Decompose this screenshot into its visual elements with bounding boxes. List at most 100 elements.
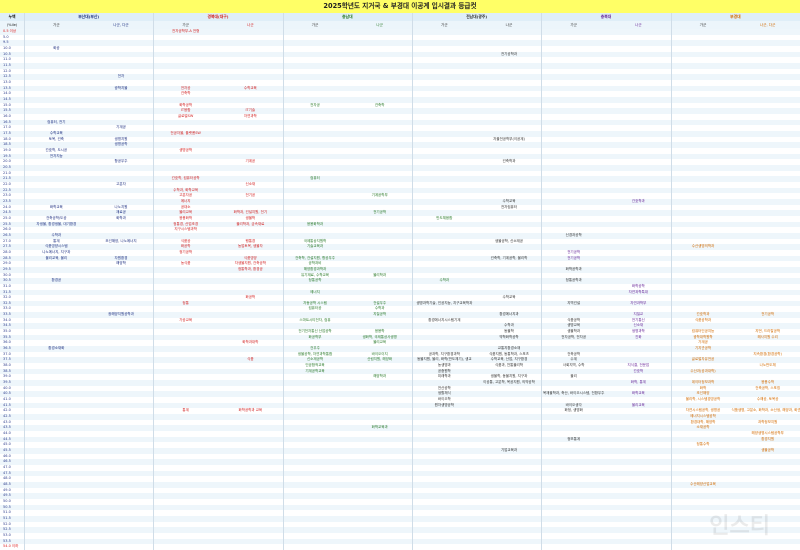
percentile-label: 40.5: [3, 391, 11, 396]
table-row: 51.5: [0, 516, 800, 522]
department-entry: 자율전공학부(이공계): [493, 136, 525, 141]
percentile-label: 21.0: [3, 170, 11, 175]
table-row: 25.5: [0, 221, 800, 228]
department-entry: 환경공: [51, 278, 62, 283]
table-row: 24.5: [0, 210, 800, 216]
percentile-label: 27.0: [3, 238, 11, 243]
department-entry: 공중원학: [437, 368, 451, 373]
department-entry: 전자공: [310, 102, 320, 107]
percentile-label: 50.0: [3, 499, 11, 504]
column-divider: [670, 13, 672, 550]
table-header: 누백 부산대(부산) 경북대(대구) 충남대 전남대(광주) 충북대 부경대 (%ile) 가…: [0, 13, 800, 29]
department-entry: 생명교육: [567, 323, 581, 328]
table-row: 36.0: [0, 340, 800, 347]
table-row: 50.5: [0, 504, 800, 511]
table-row: 22.5: [0, 187, 800, 194]
department-entry: 자원환경: [114, 255, 128, 260]
department-entry: 건축학, 건설지원, 항공우주: [295, 255, 335, 260]
table-row: 38.5: [0, 368, 800, 375]
department-entry: 화정, 생명화: [564, 408, 583, 413]
department-entry: 생물공학, 자연과학통합: [297, 351, 333, 356]
percentile-label: 23.0: [3, 193, 11, 198]
department-entry: 생물학: [245, 215, 256, 220]
table-row: 42.0: [0, 408, 800, 415]
department-entry: 나노에너지, 지구과: [42, 249, 71, 254]
department-entry: 에너지: [180, 198, 191, 203]
table-row: 53.5: [0, 538, 800, 545]
percentile-label: 42.5: [3, 414, 11, 419]
department-entry: 생명과학: [631, 329, 645, 334]
department-entry: 고분자: [116, 181, 126, 186]
header-row-schools: 누백 부산대(부산) 경북대(대구) 충남대 전남대(광주) 충북대 부경대: [0, 13, 800, 21]
percentile-label: 12.0: [3, 68, 11, 73]
department-entry: 기계공: [116, 125, 126, 130]
department-entry: 미래학과: [437, 374, 451, 379]
percentile-label: 12.5: [3, 74, 11, 79]
admission-group-header: 가군: [311, 23, 319, 27]
department-entry: 에너지시스템공학: [690, 414, 716, 419]
department-entry: 식품영양: [243, 255, 257, 260]
department-entry: 건축공학/도공: [46, 215, 67, 220]
department-entry: 국제통상지원학: [303, 238, 327, 243]
percentile-label: 39.5: [3, 380, 11, 385]
percentile-label: 10.0: [3, 45, 11, 50]
department-entry: 수계: [570, 357, 577, 362]
department-entry: 산림지원, 해양화: [367, 357, 393, 362]
department-entry: 생활체식: [437, 391, 451, 396]
department-entry: 정보통계: [567, 436, 581, 441]
admission-group-header: 가군: [699, 23, 707, 27]
department-entry: 공학과비: [308, 261, 322, 266]
department-entry: 고분자공: [179, 193, 193, 198]
percentile-label: 20.5: [3, 164, 11, 169]
department-entry: 생물공학: [761, 448, 775, 453]
department-entry: 응용화학과: [306, 221, 324, 226]
admission-group-header: 나군: [635, 23, 642, 27]
column-divider: [24, 13, 25, 550]
department-entry: 화학과: [116, 215, 126, 220]
percentile-label: 17.5: [3, 130, 11, 135]
table-row: 32.5: [0, 300, 800, 307]
department-entry: 수학교육: [243, 85, 257, 90]
percentile-label: 30.5: [3, 278, 11, 283]
department-entry: 조선해양, 나노에너지: [105, 238, 137, 243]
department-entry: 소재공학: [696, 425, 710, 430]
department-entry: 기술교육과: [306, 244, 324, 249]
percentile-label: 45.0: [3, 442, 11, 447]
department-entry: 전기전자통신 산업공학: [298, 329, 332, 334]
table-row: 46.0: [0, 453, 800, 460]
department-entry: 화학과, 건설지원, 전기: [233, 210, 268, 215]
percentile-label: 25.5: [3, 221, 11, 226]
table-row: 27.0: [0, 238, 800, 245]
column-divider: [282, 13, 284, 550]
department-entry: 유기재료, 수학교육: [301, 272, 329, 277]
table-row: 29.0: [0, 261, 800, 267]
department-entry: 기계공학부: [371, 193, 388, 198]
department-entry: 나노반도체: [759, 363, 776, 368]
department-entry: 건축학: [180, 91, 191, 96]
table-row: 13.5: [0, 85, 800, 92]
department-entry: 목재물학과, 축산, 바이오시스템, 전환우주: [542, 391, 605, 396]
school-header: 부경대: [730, 14, 741, 19]
department-entry: 생화학, 국제통상사생명: [362, 334, 397, 339]
department-entry: 진화: [635, 334, 642, 339]
percentile-label: 37.0: [3, 351, 11, 356]
table-row: 12.0: [0, 68, 800, 75]
table-row: 51.0: [0, 510, 800, 516]
percentile-label: 46.0: [3, 453, 11, 458]
percentile-label: 36.0: [3, 340, 11, 345]
department-entry: 건축학, 기계공학, 물리학: [490, 255, 528, 260]
department-entry: 자생물지원, 건축공학: [234, 261, 266, 266]
admission-group-header: 가군: [441, 23, 448, 27]
department-entry: 응용수학: [761, 380, 775, 385]
table-row: 18.5: [0, 142, 800, 148]
table-row: 10.5: [0, 51, 800, 58]
department-entry: 정통: [182, 300, 189, 305]
percentile-label: 48.0: [3, 476, 11, 481]
percentile-label: 0.5 이상: [3, 29, 17, 33]
admission-group-header: 나군, 다군: [113, 23, 129, 27]
department-entry: 생명과학기술, 인공지능, 지구교육학과: [416, 300, 473, 305]
department-entry: 식품공: [180, 238, 191, 243]
department-entry: 화학공학과 교육: [238, 408, 263, 413]
table-row: 50.0: [0, 499, 800, 505]
percentile-label: 49.0: [3, 487, 11, 492]
